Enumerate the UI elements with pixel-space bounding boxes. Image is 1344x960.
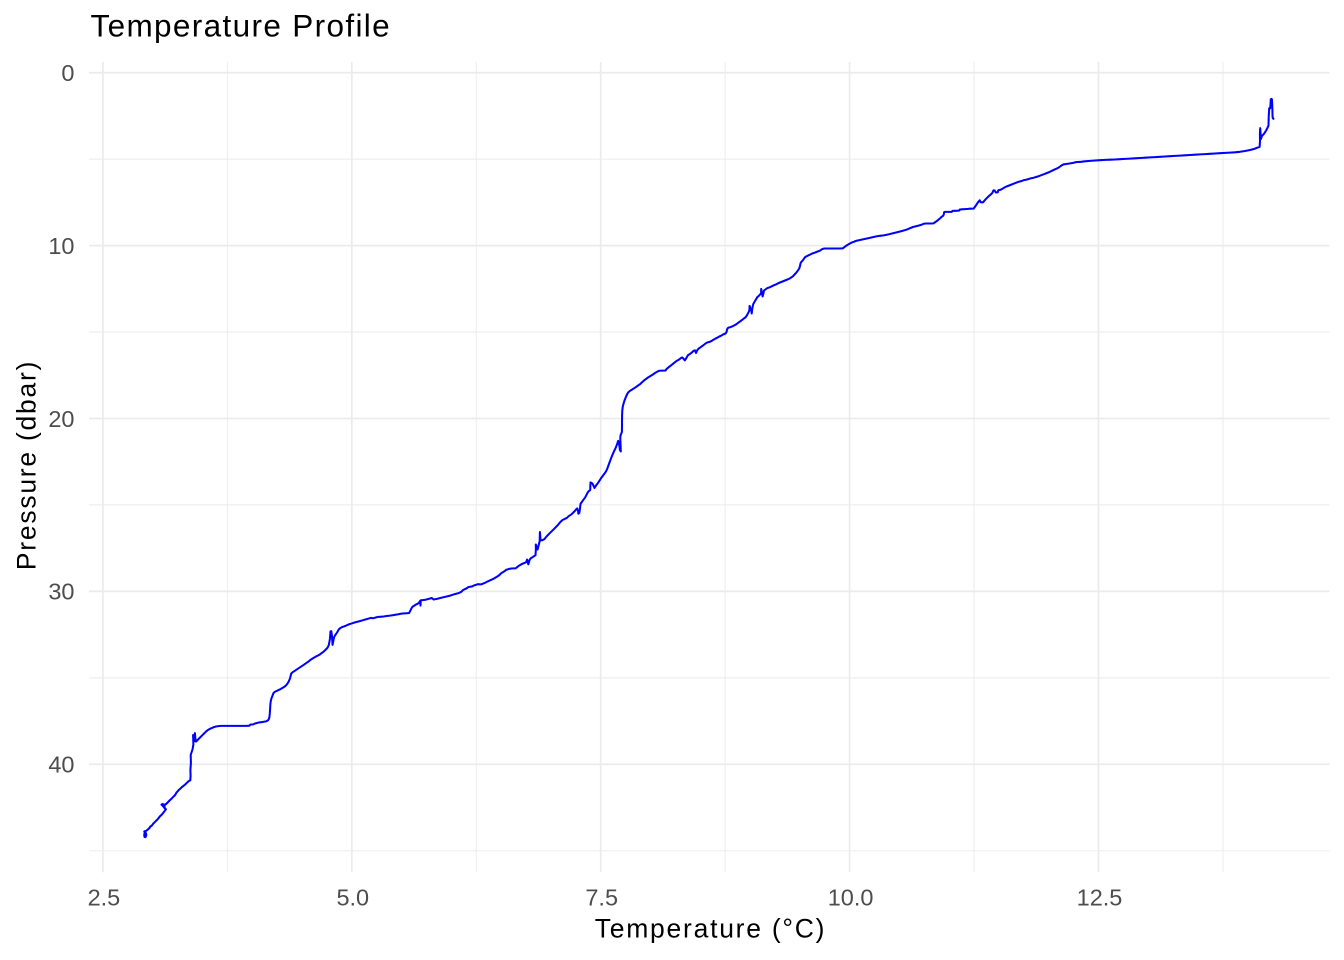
svg-text:5.0: 5.0 [336, 884, 369, 910]
svg-text:20: 20 [48, 406, 74, 432]
svg-text:40: 40 [48, 752, 74, 778]
svg-text:10.0: 10.0 [828, 884, 874, 910]
svg-text:10: 10 [48, 233, 74, 259]
svg-text:Temperature (°C): Temperature (°C) [595, 914, 827, 944]
svg-text:Pressure (dbar): Pressure (dbar) [12, 360, 42, 570]
svg-text:2.5: 2.5 [88, 884, 121, 910]
svg-text:30: 30 [48, 579, 74, 605]
svg-text:Temperature Profile: Temperature Profile [91, 8, 392, 44]
svg-text:0: 0 [61, 60, 74, 86]
svg-text:7.5: 7.5 [585, 884, 618, 910]
svg-text:12.5: 12.5 [1077, 884, 1123, 910]
